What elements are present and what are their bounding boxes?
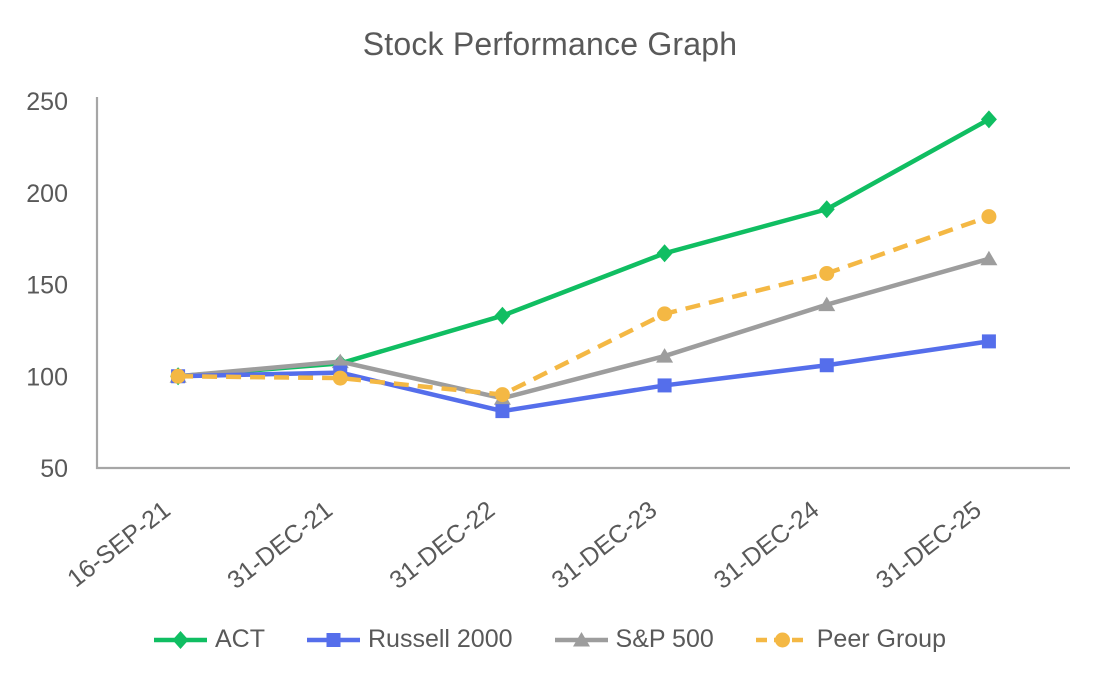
marker-peer-group-3 (657, 306, 673, 322)
marker-legend-peer-group (774, 632, 790, 647)
marker-act-4 (818, 200, 835, 219)
marker-s-p-500-5 (980, 250, 998, 266)
axis-lines (95, 97, 1070, 470)
marker-s-p-500-1 (331, 353, 349, 369)
x-tick-label: 31-DEC-25 (871, 496, 987, 595)
marker-s-p-500-3 (656, 348, 674, 363)
marker-act-2 (494, 306, 511, 325)
y-tick-label: 50 (40, 455, 68, 483)
legend-item-russell-2000: Russell 2000 (306, 625, 513, 654)
x-tick-label: 31-DEC-24 (709, 496, 825, 595)
legend-item-peer-group: Peer Group (755, 625, 946, 654)
series-line-s-p-500 (177, 256, 990, 401)
marker-legend-russell-2000 (326, 632, 341, 647)
x-tick-label: 31-DEC-22 (384, 496, 500, 595)
legend-swatch-russell-2000 (306, 632, 360, 647)
legend-swatch-act (153, 630, 207, 649)
marker-russell-2000-5 (981, 334, 996, 349)
legend: ACT Russell 2000 S&P 500 Peer Group (0, 625, 1100, 654)
chart-title: Stock Performance Graph (362, 26, 738, 62)
legend-swatch-s-p-500 (554, 631, 608, 646)
marker-act-5 (980, 110, 997, 129)
marker-russell-2000-3 (657, 378, 672, 393)
y-tick-label: 100 (26, 363, 68, 391)
marker-peer-group-2 (494, 387, 510, 403)
x-tick-label: 16-SEP-21 (62, 496, 176, 593)
marker-russell-2000-4 (819, 358, 834, 373)
legend-label-s-p-500: S&P 500 (615, 625, 714, 653)
marker-peer-group-1 (332, 370, 348, 386)
marker-legend-act (172, 630, 189, 649)
marker-legend-s-p-500 (572, 631, 590, 646)
y-tick-label: 150 (26, 272, 68, 300)
legend-swatch-peer-group (755, 632, 809, 647)
legend-label-peer-group: Peer Group (816, 625, 946, 653)
series-line-act (177, 117, 991, 379)
legend-item-act: ACT (153, 625, 265, 654)
series-line-peer-group (178, 214, 990, 397)
x-tick-label: 31-DEC-21 (222, 496, 338, 595)
series-line-russell-2000 (178, 339, 990, 414)
marker-s-p-500-4 (818, 296, 836, 312)
marker-act-3 (656, 244, 673, 263)
marker-peer-group-5 (981, 209, 997, 225)
y-tick-label: 200 (26, 180, 68, 208)
y-tick-label: 250 (26, 88, 68, 116)
legend-item-s-p-500: S&P 500 (554, 625, 714, 654)
marker-peer-group-0 (170, 368, 186, 384)
marker-russell-2000-2 (495, 404, 510, 419)
marker-peer-group-4 (819, 265, 835, 281)
legend-label-russell-2000: Russell 2000 (367, 625, 513, 653)
x-tick-label: 31-DEC-23 (546, 496, 662, 595)
legend-label-act: ACT (214, 625, 265, 653)
